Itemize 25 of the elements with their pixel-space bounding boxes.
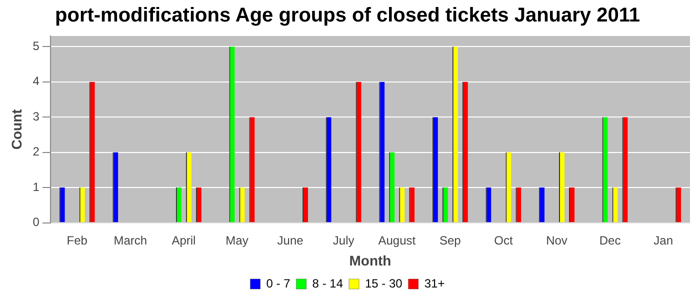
y-tick-label: 3 <box>32 109 40 124</box>
y-tick-label: 1 <box>32 180 40 194</box>
x-tick-label: March <box>114 233 148 248</box>
x-tick-label: Nov <box>546 233 568 248</box>
x-tick-label: Feb <box>66 233 88 248</box>
legend-label: 15 - 30 <box>364 276 403 290</box>
legend-label: 31+ <box>424 276 445 290</box>
y-tick-label: 2 <box>32 144 40 159</box>
legend-label: 0 - 7 <box>266 276 291 290</box>
x-tick-label: Dec <box>599 233 621 248</box>
x-tick-label: Sep <box>440 233 462 248</box>
x-tick-label: August <box>378 233 416 248</box>
x-tick-label: May <box>226 233 248 248</box>
y-tick-label: 0 <box>32 215 40 230</box>
x-tick-label: Oct <box>494 233 514 248</box>
y-tick-label: 5 <box>32 38 40 53</box>
x-tick-label: July <box>332 233 354 248</box>
x-tick-label: April <box>172 233 196 248</box>
y-axis-title: Count <box>8 108 24 150</box>
x-tick-label: June <box>277 233 304 248</box>
x-tick-label: Jan <box>654 233 674 248</box>
legend-label: 8 - 14 <box>312 276 344 290</box>
x-axis-title: Month <box>349 252 392 268</box>
y-tick-label: 4 <box>32 74 40 88</box>
chart-title: port-modifications Age groups of closed tickets January 2011 <box>55 4 640 27</box>
